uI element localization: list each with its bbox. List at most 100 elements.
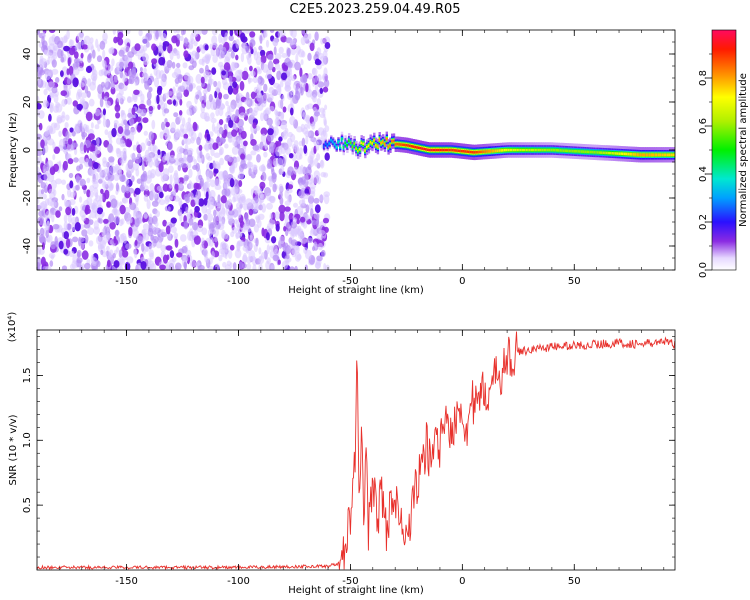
noise-speckle [313,139,318,146]
noise-speckle [324,104,328,111]
noise-speckle [200,76,205,84]
noise-speckle [223,180,230,189]
noise-speckle [257,91,262,99]
noise-speckle [290,98,294,107]
noise-speckle [195,94,200,100]
noise-speckle [228,104,235,113]
noise-speckle [277,99,284,109]
noise-speckle [45,162,50,172]
noise-speckle [313,170,320,179]
noise-speckle [151,58,158,65]
noise-speckle [251,164,258,171]
noise-speckle [148,105,154,112]
noise-speckle [257,192,264,199]
signal-cell [426,148,430,151]
signal-cell [494,149,498,153]
noise-speckle [47,56,51,65]
noise-speckle [125,138,131,147]
top-x-axis-title: Height of straight line (km) [288,285,424,296]
signal-cell [333,143,337,146]
noise-speckle [179,182,184,189]
noise-speckle [67,158,74,165]
noise-speckle [249,242,254,249]
noise-speckle [108,138,113,145]
noise-speckle [304,249,312,260]
noise-speckle [240,52,245,63]
signal-cell [326,144,329,148]
noise-speckle [196,136,201,146]
noise-speckle [266,244,270,255]
noise-speckle [144,185,149,192]
noise-speckle [61,99,67,107]
noise-speckle [96,235,102,245]
noise-speckle [158,199,166,206]
noise-speckle [297,228,303,237]
noise-speckle [258,45,263,51]
noise-speckle [322,86,329,93]
noise-speckle [147,227,154,237]
noise-speckle [259,35,263,44]
noise-speckle [65,130,70,141]
noise-speckle [218,119,224,125]
noise-speckle [256,78,261,84]
noise-speckle [63,231,69,240]
signal-cell [623,152,627,156]
noise-speckle [232,61,238,71]
signal-cell [378,138,381,141]
noise-speckle [196,85,202,91]
noise-speckle [146,79,151,87]
noise-speckle [66,30,70,40]
signal-cell [577,150,580,153]
signal-cell [641,153,645,157]
noise-speckle [121,154,128,161]
signal-cell [516,148,519,152]
noise-speckle [94,144,101,155]
noise-speckle [143,213,148,219]
noise-speckle [51,59,57,68]
noise-speckle [203,248,209,258]
noise-speckle [169,182,173,189]
noise-speckle [52,154,56,161]
signal-cell [416,146,419,149]
noise-speckle [143,130,148,136]
signal-cell [554,148,557,152]
noise-speckle [278,235,285,245]
signal-cell [460,149,464,153]
noise-speckle [118,49,125,57]
signal-cell [616,152,619,155]
signal-cell [534,148,537,152]
noise-speckle [281,53,287,58]
signal-cell [548,148,551,152]
noise-speckle [325,264,330,270]
noise-speckle [203,92,207,103]
noise-speckle [272,254,279,262]
noise-speckle [169,50,174,61]
noise-speckle [255,216,260,224]
noise-speckle [102,157,107,164]
noise-speckle [45,266,52,270]
noise-speckle [127,213,132,220]
noise-speckle [281,94,285,102]
noise-speckle [95,192,99,200]
noise-speckle [197,264,205,270]
signal-cell [638,153,641,156]
y-tick-label: 1.5 [22,367,33,383]
signal-cell [389,144,392,147]
noise-speckle [162,183,169,192]
noise-speckle [218,106,224,117]
noise-speckle [249,65,253,72]
noise-speckle [304,264,308,270]
noise-speckle [244,99,250,105]
noise-speckle [273,46,277,55]
noise-speckle [61,179,66,185]
signal-cell [539,148,542,152]
noise-speckle [221,170,229,179]
noise-speckle [250,139,257,146]
noise-speckle [185,206,189,214]
noise-speckle [65,114,70,121]
noise-speckle [317,81,325,88]
noise-speckle [135,197,139,207]
noise-speckle [119,204,126,215]
noise-speckle [283,143,289,152]
